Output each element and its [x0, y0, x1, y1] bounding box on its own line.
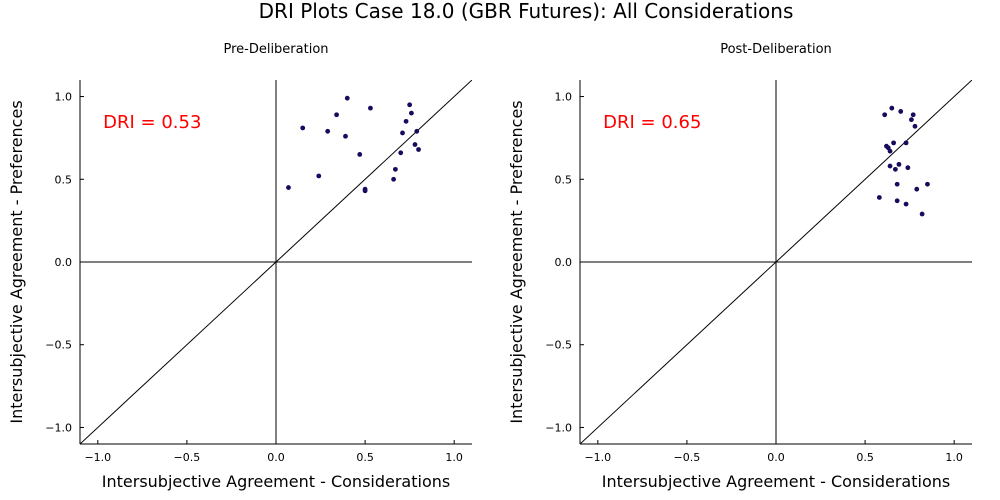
post-panel: Post-Deliberation −1.0 −0.5 0.0 0.5 1.0 −1.0 −0…: [507, 42, 972, 491]
pre-data-point: [286, 185, 291, 190]
post-data-point: [876, 195, 882, 200]
pre-y-tick-label: −1.0: [45, 421, 72, 434]
post-x-tick-label: −1.0: [584, 451, 611, 464]
pre-data-point: [362, 188, 368, 194]
post-data-point: [891, 140, 896, 146]
figure-title: DRI Plots Case 18.0 (GBR Futures): All C…: [259, 0, 794, 23]
pre-data-point: [343, 133, 348, 139]
post-data-point: [903, 140, 909, 146]
post-x-tick-label: 0.5: [856, 451, 874, 464]
pre-data-point: [412, 142, 418, 147]
pre-data-point: [357, 152, 363, 157]
post-data-point: [912, 123, 918, 129]
pre-dri-annotation: DRI = 0.53: [103, 112, 201, 133]
pre-x-tick-label: 1.0: [445, 451, 463, 464]
pre-data-point: [392, 166, 398, 172]
post-y-tick-label: 0.0: [555, 256, 573, 269]
post-data-point: [914, 186, 920, 192]
pre-data-point: [409, 110, 414, 116]
post-data-point: [919, 211, 925, 217]
pre-data-point: [344, 95, 350, 101]
pre-x-tick-label: −0.5: [174, 451, 201, 464]
pre-data-point: [391, 176, 396, 182]
pre-x-tick-label: 0.5: [356, 451, 374, 464]
pre-x-tick-label: 0.0: [267, 451, 285, 464]
plot-panels: Pre-Deliberation −1.0 −0.5 0.0 0.5 1.0 −1.0 −0.…: [7, 42, 972, 491]
pre-x-axis-label: Intersubjective Agreement - Consideratio…: [102, 472, 450, 491]
pre-y-tick-label: 1.0: [55, 91, 73, 104]
post-x-axis-label: Intersubjective Agreement - Consideratio…: [602, 472, 950, 491]
post-x-tick-label: −0.5: [674, 451, 701, 464]
pre-y-tick-label: 0.5: [55, 173, 73, 186]
post-data-point: [905, 165, 911, 171]
pre-y-axis-label: Intersubjective Agreement - Preferences: [7, 100, 26, 423]
post-y-tick-label: 1.0: [555, 91, 573, 104]
post-x-tick-label: 0.0: [767, 451, 785, 464]
pre-panel: Pre-Deliberation −1.0 −0.5 0.0 0.5 1.0 −1.0 −0.…: [7, 42, 472, 491]
post-y-tick-label: 0.5: [555, 173, 573, 186]
pre-data-point: [414, 128, 420, 134]
post-data-point: [898, 109, 904, 114]
post-y-axis-label: Intersubjective Agreement - Preferences: [507, 100, 526, 423]
post-y-tick-label: −1.0: [545, 421, 572, 434]
pre-data-point: [400, 130, 405, 136]
post-data-point: [882, 112, 888, 118]
pre-y-tick-label: −0.5: [45, 339, 72, 352]
pre-data-point: [416, 147, 421, 152]
post-data-point: [889, 105, 895, 111]
post-data-point: [894, 181, 900, 187]
post-subplot-title: Post-Deliberation: [720, 42, 832, 57]
post-data-point: [894, 198, 900, 204]
post-data-point: [887, 148, 893, 154]
pre-y-tick-label: 0.0: [55, 256, 73, 269]
pre-data-point: [368, 105, 373, 111]
post-data-point: [892, 166, 898, 172]
post-dri-annotation: DRI = 0.65: [603, 112, 701, 133]
pre-x-tick-label: −1.0: [84, 451, 111, 464]
pre-data-point: [325, 128, 331, 134]
pre-diagonal-reference-line: [80, 80, 472, 444]
post-x-tick-label: 1.0: [945, 451, 963, 464]
post-data-point: [909, 117, 914, 123]
post-y-tick-label: −0.5: [545, 339, 572, 352]
pre-data-point: [316, 173, 322, 179]
pre-subplot-title: Pre-Deliberation: [223, 42, 328, 57]
pre-data-point: [407, 102, 413, 108]
pre-data-point: [300, 125, 306, 131]
post-data-point: [896, 161, 902, 167]
pre-data-point: [398, 150, 404, 156]
pre-data-point: [403, 118, 409, 124]
post-data-point: [925, 181, 930, 187]
post-data-point: [903, 201, 909, 207]
pre-data-point: [334, 112, 339, 118]
post-data-point: [887, 163, 893, 169]
post-data-point: [910, 112, 916, 118]
